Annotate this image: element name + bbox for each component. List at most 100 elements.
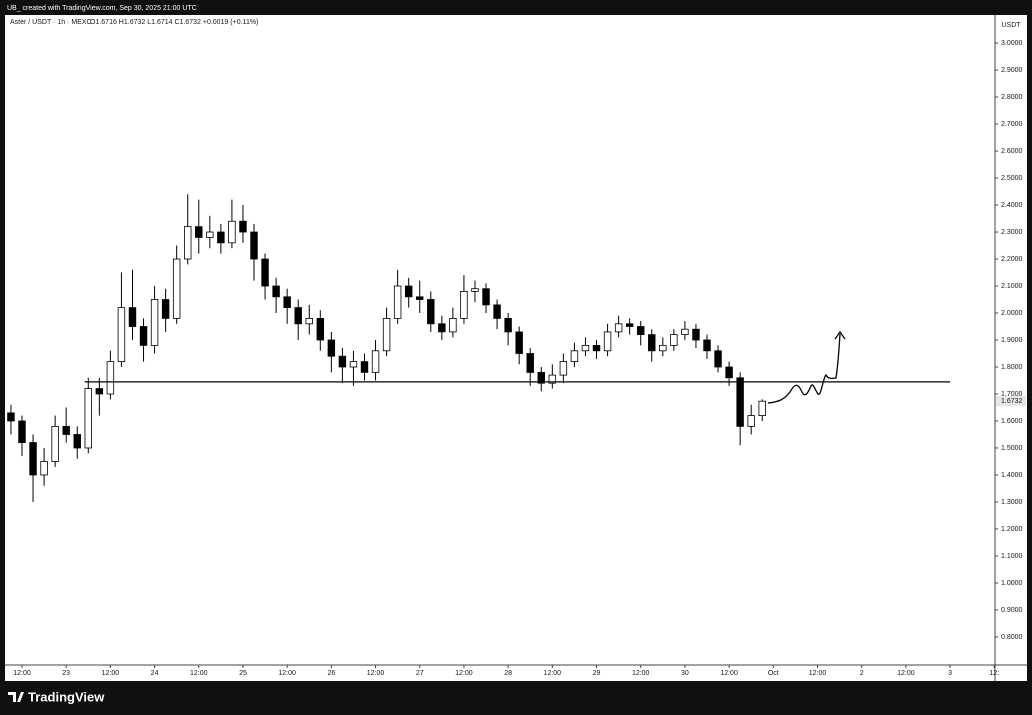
x-tick-label: 30 bbox=[681, 670, 689, 677]
candle-body bbox=[482, 288, 490, 306]
candle-body bbox=[360, 361, 369, 373]
candle-body bbox=[393, 285, 402, 319]
candle-body bbox=[316, 318, 325, 341]
x-tick-label: 25 bbox=[239, 670, 247, 677]
x-tick-label: Oct bbox=[768, 670, 779, 677]
x-tick-label: 12:00 bbox=[278, 670, 296, 677]
x-tick-label: 12:00 bbox=[544, 670, 562, 677]
x-tick-label: 12:00 bbox=[367, 670, 385, 677]
candle-body bbox=[648, 334, 656, 352]
y-tick-label: 2.5000 bbox=[1001, 175, 1023, 182]
candle-body bbox=[548, 374, 557, 384]
brand: TradingView bbox=[28, 689, 105, 704]
candle-body bbox=[261, 258, 269, 287]
candle-body bbox=[603, 331, 612, 352]
x-tick-label: 12:00 bbox=[632, 670, 650, 677]
candle-body bbox=[427, 299, 435, 325]
x-tick-label: 3 bbox=[948, 670, 952, 677]
candle-body bbox=[670, 334, 678, 346]
candle-body bbox=[195, 226, 203, 238]
y-tick-label: 2.1000 bbox=[1001, 283, 1023, 290]
candle-body bbox=[172, 258, 181, 319]
candle-body bbox=[139, 326, 148, 346]
candle-body bbox=[692, 328, 700, 341]
brand-logo bbox=[8, 692, 24, 702]
y-tick-label: 1.3000 bbox=[1001, 499, 1023, 506]
candle-body bbox=[460, 291, 468, 319]
chart-title: Aster / USDT · 1h · MEXC bbox=[10, 19, 92, 26]
candle-body bbox=[217, 231, 225, 244]
x-tick-label: 27 bbox=[416, 670, 424, 677]
x-tick-label: 23 bbox=[62, 670, 70, 677]
candle-body bbox=[659, 344, 667, 352]
candle-body bbox=[349, 361, 358, 368]
candle-body bbox=[184, 226, 192, 260]
projection-arrow bbox=[834, 330, 846, 340]
candle-body bbox=[117, 307, 126, 362]
last-price-tag bbox=[996, 396, 1026, 407]
x-tick-label: 12:00 bbox=[897, 670, 915, 677]
candle-body bbox=[449, 318, 457, 333]
candle-body bbox=[581, 344, 590, 352]
ohlc: O1.6716 H1.6732 L1.6714 C1.6732 +0.0019 … bbox=[90, 19, 258, 26]
projection-drawing bbox=[767, 333, 841, 404]
y-tick-label: 0.8000 bbox=[1001, 634, 1023, 641]
candle-body bbox=[526, 353, 534, 373]
y-tick-label: 2.0000 bbox=[1001, 310, 1023, 317]
candle-body bbox=[51, 425, 59, 462]
candle-body bbox=[106, 361, 115, 395]
axis-unit: USDT bbox=[1001, 22, 1021, 29]
candle-body bbox=[18, 420, 26, 443]
candle-body bbox=[327, 339, 336, 357]
x-tick-label: 2 bbox=[860, 670, 864, 677]
y-tick-label: 1.7000 bbox=[1001, 391, 1023, 398]
x-tick-label: 29 bbox=[593, 670, 601, 677]
candle-body bbox=[29, 442, 37, 476]
candle-body bbox=[95, 388, 104, 395]
candle-body bbox=[73, 434, 81, 449]
candle-body bbox=[681, 328, 689, 336]
y-tick-label: 2.9000 bbox=[1001, 67, 1023, 74]
candle-body bbox=[471, 288, 479, 292]
watermark: UB_ created with TradingView.com, Sep 30… bbox=[7, 5, 197, 12]
y-tick-label: 2.3000 bbox=[1001, 229, 1023, 236]
candle-body bbox=[305, 318, 313, 325]
y-tick-label: 2.6000 bbox=[1001, 148, 1023, 155]
candle-body bbox=[62, 425, 70, 435]
candle-body bbox=[504, 318, 512, 333]
candle-body bbox=[515, 331, 523, 354]
y-tick-label: 3.0000 bbox=[1001, 40, 1023, 47]
candle-body bbox=[725, 366, 733, 379]
y-tick-label: 2.4000 bbox=[1001, 202, 1023, 209]
x-tick-label: 12:00 bbox=[455, 670, 473, 677]
candle-body bbox=[636, 326, 645, 336]
x-tick-label: 12: bbox=[989, 670, 999, 677]
candle-body bbox=[371, 350, 380, 373]
candle-body bbox=[250, 231, 258, 260]
candle-body bbox=[150, 299, 159, 346]
y-tick-label: 0.9000 bbox=[1001, 607, 1023, 614]
candle-body bbox=[714, 350, 722, 368]
candle-body bbox=[84, 388, 93, 449]
y-tick-label: 2.7000 bbox=[1001, 121, 1023, 128]
candle-body bbox=[128, 307, 137, 327]
y-tick-label: 1.5000 bbox=[1001, 445, 1023, 452]
candle-body bbox=[40, 461, 48, 476]
candle-body bbox=[747, 415, 755, 427]
last-price-label: 1.6732 bbox=[1001, 398, 1023, 405]
x-tick-label: 24 bbox=[151, 670, 159, 677]
candle-body bbox=[206, 231, 214, 238]
candle-body bbox=[537, 371, 545, 384]
candle-body bbox=[570, 350, 579, 362]
y-tick-label: 2.2000 bbox=[1001, 256, 1023, 263]
y-tick-label: 1.2000 bbox=[1001, 526, 1023, 533]
x-tick-label: 12:00 bbox=[720, 670, 738, 677]
y-tick-label: 1.9000 bbox=[1001, 337, 1023, 344]
y-tick-label: 2.8000 bbox=[1001, 94, 1023, 101]
candle-body bbox=[758, 400, 766, 416]
candle-body bbox=[239, 220, 247, 233]
candle-body bbox=[338, 355, 347, 368]
y-tick-label: 1.6000 bbox=[1001, 418, 1023, 425]
y-tick-label: 1.1000 bbox=[1001, 553, 1023, 560]
